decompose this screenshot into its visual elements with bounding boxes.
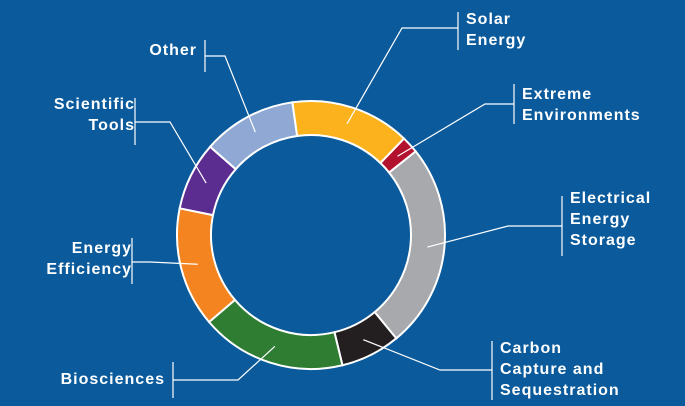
label-line: Capture and [500,361,605,378]
label-line: Extreme [522,86,593,103]
slice-other [208,101,299,171]
label-scientific-tools: Scientific Tools [54,94,135,136]
slice-energy-efficiency [176,207,237,324]
label-line: Energy [570,211,631,228]
slice-solar-energy [291,100,406,165]
label-line: Carbon [500,340,562,357]
label-line: Efficiency [46,261,132,278]
slices-group [176,100,446,370]
label-carbon-capture: Carbon Capture and Sequestration [500,338,620,401]
label-line: Solar [466,11,512,28]
label-line: Sequestration [500,382,620,399]
leader-line [397,103,514,157]
label-other: Other [149,40,197,61]
label-energy-efficiency: Energy Efficiency [46,238,132,280]
label-line: Environments [522,107,641,124]
label-line: Storage [570,232,637,249]
label-electrical-energy-storage: Electrical Energy Storage [570,188,651,251]
label-line: Tools [88,117,135,134]
slice-biosciences [207,298,344,370]
leader-line [132,261,198,265]
leader-line [346,27,458,125]
label-line: Energy [466,32,527,49]
leader-lines-group [131,12,563,400]
label-line: Biosciences [60,371,165,388]
label-line: Other [149,42,197,59]
leader-line [173,345,276,381]
leader-line [427,225,562,248]
leader-line [363,339,492,371]
label-line: Scientific [53,96,135,113]
label-extreme-environments: Extreme Environments [522,84,641,126]
leader-line [205,55,256,133]
label-line: Electrical [570,190,652,207]
label-biosciences: Biosciences [61,369,165,390]
leader-line [135,121,207,184]
label-line: Energy [71,240,132,257]
label-solar-energy: Solar Energy [466,9,526,51]
